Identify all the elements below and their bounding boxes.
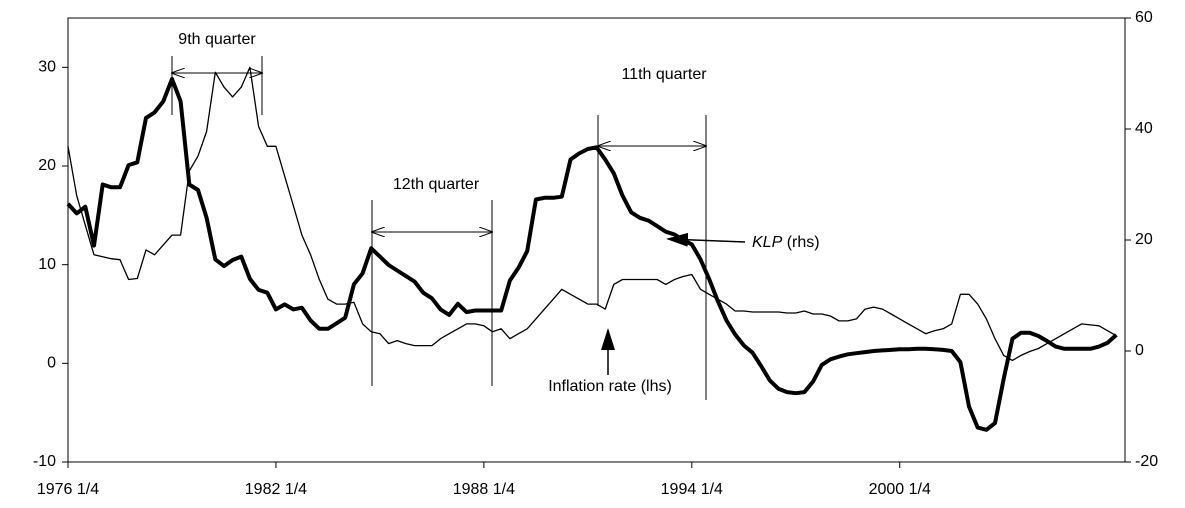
y-tick-label: 10: [38, 256, 56, 273]
pointer-arrow: [666, 232, 746, 247]
annotations: 9th quarter 12th quarter 11th quarter KL…: [172, 31, 820, 400]
y-tick-label: 20: [38, 157, 56, 174]
annotation: (rhs): [787, 234, 820, 251]
y-tick-label: -10: [33, 453, 56, 470]
y2-tick-label: 60: [1135, 9, 1153, 26]
series-line: [66, 77, 1118, 432]
x-tick-label: 1982 1/4: [245, 481, 307, 498]
y2-tick-label: 20: [1135, 231, 1153, 248]
annotation: 9th quarter: [178, 31, 256, 48]
series-label: Inflation rate (lhs): [548, 378, 672, 395]
x-tick-label: 2000 1/4: [869, 481, 931, 498]
x-tick-label: 1994 1/4: [661, 481, 723, 498]
annotation: 12th quarter: [393, 176, 480, 193]
x-tick-label: 1976 1/4: [37, 481, 99, 498]
y2-tick-label: 40: [1135, 120, 1153, 137]
y2-tick-label: 0: [1135, 342, 1144, 359]
x-tick-label: 1988 1/4: [453, 481, 515, 498]
y-tick-label: 0: [47, 355, 56, 372]
y2-tick-label: -20: [1135, 453, 1158, 470]
annotation: KLP (rhs): [752, 234, 820, 251]
series-line: [67, 66, 1117, 362]
series-label: KLP: [752, 234, 783, 251]
annotation: 11th quarter: [621, 66, 707, 83]
y-tick-label: 30: [38, 59, 56, 76]
